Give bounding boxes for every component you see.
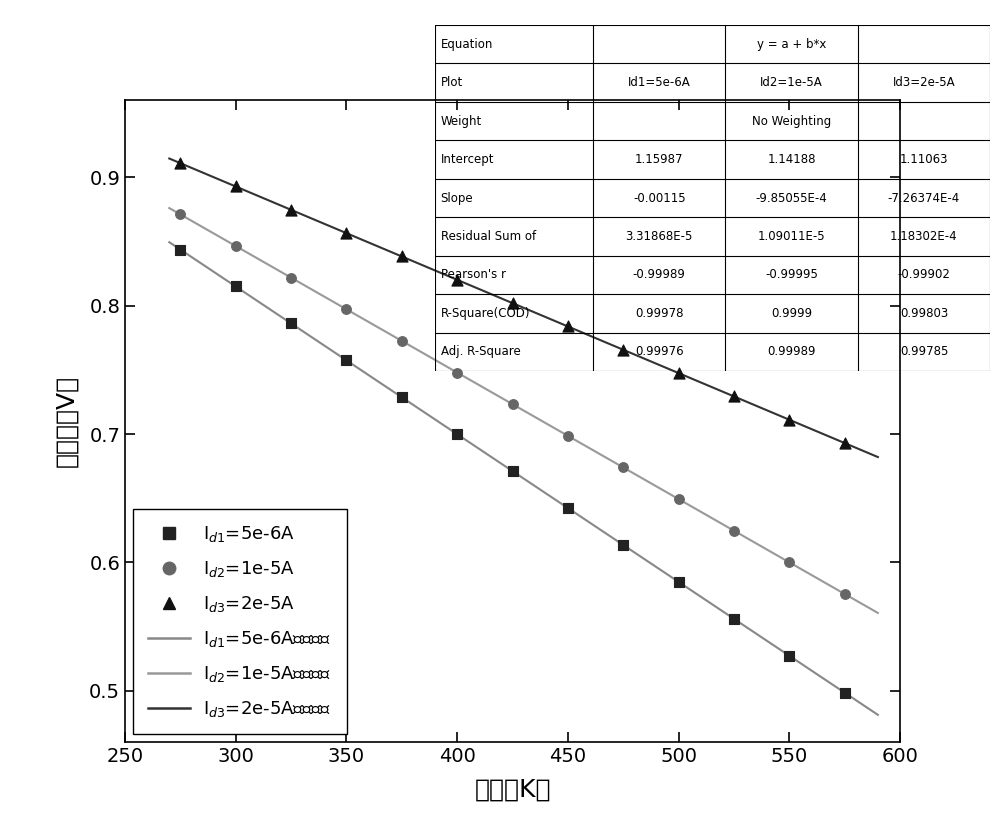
Point <box>172 208 188 221</box>
Text: y = a + b*x: y = a + b*x <box>757 38 826 51</box>
Point <box>781 413 797 426</box>
Text: -0.99995: -0.99995 <box>765 269 818 282</box>
Point <box>449 366 465 379</box>
Point <box>505 465 521 478</box>
Point <box>338 227 354 240</box>
Text: -7.26374E-4: -7.26374E-4 <box>888 192 960 204</box>
Point <box>671 575 687 589</box>
Point <box>726 524 742 537</box>
Text: 3.31868E-5: 3.31868E-5 <box>626 230 693 243</box>
Point <box>560 501 576 515</box>
Point <box>671 492 687 505</box>
X-axis label: 温度（K）: 温度（K） <box>474 777 551 801</box>
Point <box>505 296 521 309</box>
Text: R-Square(COD): R-Square(COD) <box>441 307 530 320</box>
Point <box>837 436 853 450</box>
Point <box>726 389 742 403</box>
Point <box>394 250 410 264</box>
Point <box>228 239 244 253</box>
Point <box>283 203 299 217</box>
Text: Weight: Weight <box>441 114 482 128</box>
Text: Slope: Slope <box>441 192 473 204</box>
Text: 0.99976: 0.99976 <box>635 345 684 359</box>
Point <box>615 460 631 474</box>
Point <box>560 319 576 333</box>
Text: Id1=5e-6A: Id1=5e-6A <box>628 76 691 89</box>
Text: 1.09011E-5: 1.09011E-5 <box>758 230 825 243</box>
Text: Plot: Plot <box>441 76 463 89</box>
Text: Id2=1e-5A: Id2=1e-5A <box>760 76 823 89</box>
Text: 0.99978: 0.99978 <box>635 307 683 320</box>
Text: Pearson's r: Pearson's r <box>441 269 506 282</box>
Point <box>228 180 244 193</box>
Point <box>781 649 797 662</box>
Point <box>449 273 465 286</box>
Text: 0.99803: 0.99803 <box>900 307 948 320</box>
Point <box>172 243 188 256</box>
Point <box>837 686 853 700</box>
Text: -0.99902: -0.99902 <box>898 269 950 282</box>
Point <box>394 334 410 348</box>
Point <box>560 430 576 443</box>
Text: 1.14188: 1.14188 <box>767 153 816 166</box>
Point <box>726 612 742 626</box>
Point <box>338 354 354 367</box>
Text: 0.99785: 0.99785 <box>900 345 948 359</box>
Text: Residual Sum of: Residual Sum of <box>441 230 536 243</box>
Text: 0.99989: 0.99989 <box>767 345 816 359</box>
Text: No Weighting: No Weighting <box>752 114 831 128</box>
Text: Adj. R-Square: Adj. R-Square <box>441 345 520 359</box>
Text: Intercept: Intercept <box>441 153 494 166</box>
Text: -0.99989: -0.99989 <box>633 269 686 282</box>
Point <box>283 317 299 330</box>
Text: 1.18302E-4: 1.18302E-4 <box>890 230 958 243</box>
Point <box>283 271 299 284</box>
Point <box>615 343 631 356</box>
Text: -9.85055E-4: -9.85055E-4 <box>756 192 827 204</box>
Text: Id3=2e-5A: Id3=2e-5A <box>893 76 955 89</box>
Point <box>837 587 853 600</box>
Point <box>172 157 188 170</box>
Point <box>505 398 521 411</box>
Point <box>615 538 631 551</box>
Text: 1.11063: 1.11063 <box>900 153 948 166</box>
Text: -0.00115: -0.00115 <box>633 192 686 204</box>
Text: Equation: Equation <box>441 38 493 51</box>
Y-axis label: 电压降（V）: 电压降（V） <box>54 375 78 467</box>
Legend: I$_{d1}$=5e-6A, I$_{d2}$=1e-5A, I$_{d3}$=2e-5A, I$_{d1}$=5e-6A线性拟合, I$_{d2}$=1e-: I$_{d1}$=5e-6A, I$_{d2}$=1e-5A, I$_{d3}$… <box>133 509 347 734</box>
Text: 0.9999: 0.9999 <box>771 307 812 320</box>
Point <box>449 428 465 441</box>
Point <box>228 280 244 294</box>
Point <box>781 555 797 569</box>
Text: 1.15987: 1.15987 <box>635 153 683 166</box>
Point <box>338 303 354 316</box>
Point <box>671 366 687 379</box>
Point <box>394 390 410 404</box>
